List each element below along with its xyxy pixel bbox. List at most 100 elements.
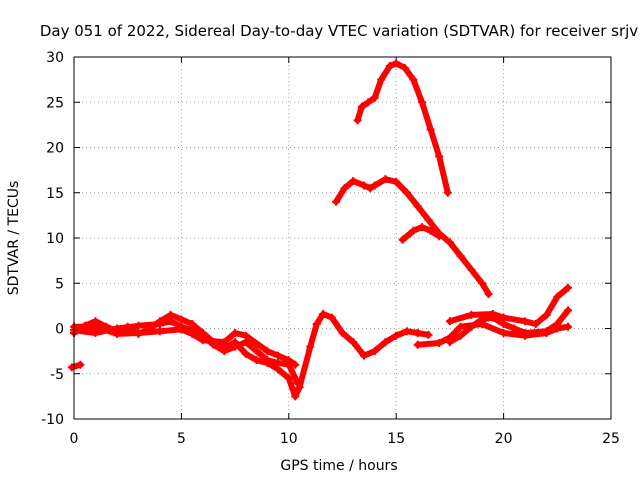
data-point [398, 235, 407, 244]
data-point [385, 62, 394, 71]
data-point [241, 349, 250, 358]
data-point [155, 327, 164, 336]
x-tick-label: 0 [70, 431, 79, 447]
x-tick-label: 20 [495, 431, 513, 447]
data-point [409, 75, 418, 84]
data-point [521, 329, 530, 338]
data-point [377, 75, 386, 84]
data-point [424, 215, 433, 224]
data-point [198, 336, 207, 345]
plot-frame [73, 56, 612, 420]
data-point [134, 329, 143, 338]
data-point [381, 338, 390, 347]
data-point [499, 313, 508, 322]
data-point [359, 351, 368, 360]
series-track-e [414, 321, 571, 348]
data-point [542, 327, 551, 336]
data-point [231, 329, 240, 338]
data-point [467, 322, 476, 331]
data-point [364, 98, 373, 107]
y-tick-label: 5 [55, 276, 64, 292]
data-point [306, 342, 315, 351]
data-point [134, 321, 143, 330]
data-point [445, 317, 454, 326]
data-point [349, 176, 358, 185]
data-point [392, 59, 401, 68]
data-point [338, 329, 347, 338]
y-tick-label: -10 [41, 412, 64, 428]
data-point [155, 319, 164, 328]
x-axis-label: GPS time / hours [280, 458, 397, 474]
data-point [553, 292, 562, 301]
data-point [370, 93, 379, 102]
series-track-i [333, 176, 492, 298]
data-point [443, 188, 452, 197]
data-point [284, 356, 293, 365]
data-point [166, 317, 175, 326]
series-track-h [354, 60, 451, 196]
grid [74, 57, 611, 419]
series-layer [67, 59, 573, 401]
data-point [417, 223, 426, 232]
data-point [252, 347, 261, 356]
y-tick-label: 15 [46, 186, 64, 202]
data-point [553, 319, 562, 328]
data-point [484, 290, 493, 299]
data-point [76, 360, 85, 369]
data-point [349, 338, 358, 347]
data-point [413, 340, 422, 349]
data-point [370, 347, 379, 356]
y-tick-label: -5 [50, 367, 64, 383]
data-point [435, 232, 444, 241]
series-track-g [446, 284, 571, 327]
data-point [220, 338, 229, 347]
data-point [112, 329, 121, 338]
tick-labels: 0 5 10 15 20 25 -10 -5 0 5 10 15 20 25 30 [41, 50, 620, 447]
data-point [413, 202, 422, 211]
data-point [409, 226, 418, 235]
data-point [291, 360, 300, 369]
data-point [521, 317, 530, 326]
data-point [467, 310, 476, 319]
data-point [435, 338, 444, 347]
data-point [435, 152, 444, 161]
data-point [381, 175, 390, 184]
data-point [510, 324, 519, 333]
data-point [413, 329, 422, 338]
data-point [400, 63, 409, 72]
data-point [467, 265, 476, 274]
data-point [392, 177, 401, 186]
data-point [177, 325, 186, 334]
data-point [91, 322, 100, 331]
data-point [220, 347, 229, 356]
data-point [293, 378, 302, 387]
data-point [291, 392, 300, 401]
data-point [564, 306, 573, 315]
data-point [426, 226, 435, 235]
data-point [327, 313, 336, 322]
x-tick-label: 15 [387, 431, 405, 447]
data-point [263, 347, 272, 356]
data-point [456, 322, 465, 331]
data-point [531, 319, 540, 328]
x-tick-label: 25 [602, 431, 620, 447]
data-point [564, 322, 573, 331]
data-point [478, 279, 487, 288]
data-point [424, 330, 433, 339]
y-tick-label: 25 [46, 95, 64, 111]
data-point [402, 327, 411, 336]
data-point [357, 102, 366, 111]
y-tick-label: 0 [55, 322, 64, 338]
data-point [426, 125, 435, 134]
data-point [359, 181, 368, 190]
data-point [353, 116, 362, 125]
data-point [241, 331, 250, 340]
data-point [274, 358, 283, 367]
data-point [417, 98, 426, 107]
data-point [312, 319, 321, 328]
data-point [332, 197, 341, 206]
data-point [564, 283, 573, 292]
y-axis-label: SDTVAR / TECUs [6, 181, 22, 296]
data-point [445, 338, 454, 347]
